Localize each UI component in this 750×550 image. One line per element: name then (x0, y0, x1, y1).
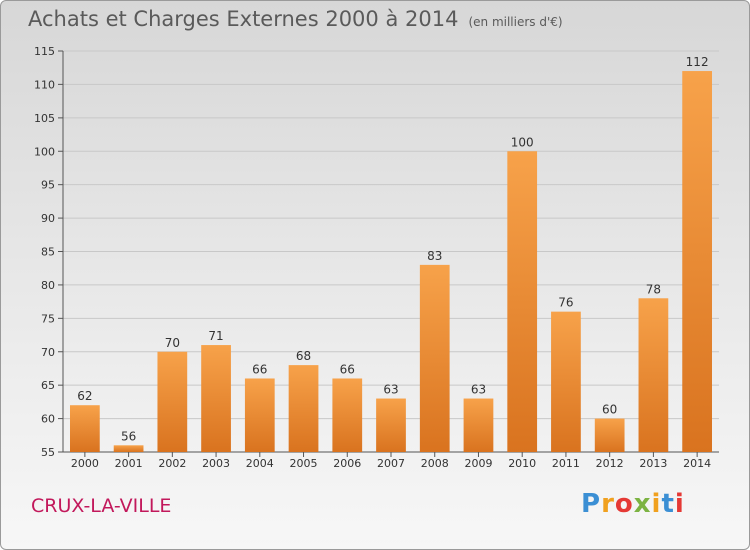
bar (157, 351, 188, 452)
bar (638, 298, 669, 452)
logo-letter: P (581, 489, 602, 519)
data-label: 63 (471, 383, 486, 397)
bar (682, 71, 713, 453)
y-tick-label: 80 (41, 279, 55, 292)
x-tick-label: 2014 (683, 457, 711, 470)
y-tick-label: 75 (41, 312, 55, 325)
bar (463, 398, 494, 452)
x-tick-label: 2002 (158, 457, 186, 470)
x-tick-label: 2007 (377, 457, 405, 470)
chart-subtitle: (en milliers d'€) (468, 15, 563, 29)
x-tick-label: 2000 (71, 457, 99, 470)
x-tick-label: 2009 (464, 457, 492, 470)
data-label: 112 (686, 55, 709, 69)
x-tick-label: 2012 (596, 457, 624, 470)
logo-letter: o (614, 489, 634, 519)
x-tick-label: 2003 (202, 457, 230, 470)
data-label: 68 (296, 349, 311, 363)
y-tick-label: 105 (34, 112, 55, 125)
x-tick-label: 2006 (333, 457, 361, 470)
bar (69, 405, 100, 452)
bar (244, 378, 275, 452)
data-label: 56 (121, 429, 136, 443)
data-label: 71 (208, 329, 223, 343)
x-tick-label: 2005 (290, 457, 318, 470)
data-label: 76 (558, 296, 573, 310)
logo-letter: t (661, 489, 675, 519)
bar (594, 418, 625, 452)
y-tick-label: 65 (41, 379, 55, 392)
chart-title: Achats et Charges Externes 2000 à 2014 (e… (28, 7, 563, 31)
logo-letter: r (601, 489, 615, 519)
bar (376, 398, 406, 452)
y-tick-label: 115 (34, 45, 55, 58)
data-label: 66 (252, 362, 267, 376)
proxiti-logo: Proxiti (581, 489, 685, 519)
x-tick-label: 2011 (552, 457, 580, 470)
bar (551, 311, 581, 452)
data-label: 62 (77, 389, 92, 403)
bar (332, 378, 363, 452)
y-tick-label: 90 (41, 212, 55, 225)
title-text: Achats et Charges Externes 2000 à 2014 (28, 7, 459, 31)
data-label: 63 (383, 383, 398, 397)
y-tick-label: 55 (41, 446, 55, 459)
bar (507, 151, 538, 452)
bar (288, 365, 319, 452)
x-tick-label: 2013 (639, 457, 667, 470)
bar (201, 345, 231, 452)
x-tick-label: 2004 (246, 457, 274, 470)
data-label: 60 (602, 403, 617, 417)
logo-letter: i (674, 489, 685, 519)
x-tick-label: 2001 (115, 457, 143, 470)
data-label: 100 (511, 135, 534, 149)
y-tick-label: 95 (41, 179, 55, 192)
x-tick-label: 2008 (421, 457, 449, 470)
data-label: 70 (165, 336, 180, 350)
y-tick-label: 110 (34, 78, 55, 91)
logo-letter: x (633, 489, 652, 519)
data-label: 83 (427, 249, 442, 263)
logo-letter: i (651, 489, 662, 519)
x-tick-label: 2010 (508, 457, 536, 470)
y-tick-label: 85 (41, 246, 55, 259)
bar (113, 445, 144, 452)
place-name: CRUX-LA-VILLE (31, 495, 172, 517)
data-label: 78 (646, 282, 661, 296)
data-label: 66 (340, 362, 355, 376)
y-tick-label: 70 (41, 346, 55, 359)
y-tick-label: 60 (41, 413, 55, 426)
bar (419, 264, 450, 452)
y-tick-label: 100 (34, 145, 55, 158)
